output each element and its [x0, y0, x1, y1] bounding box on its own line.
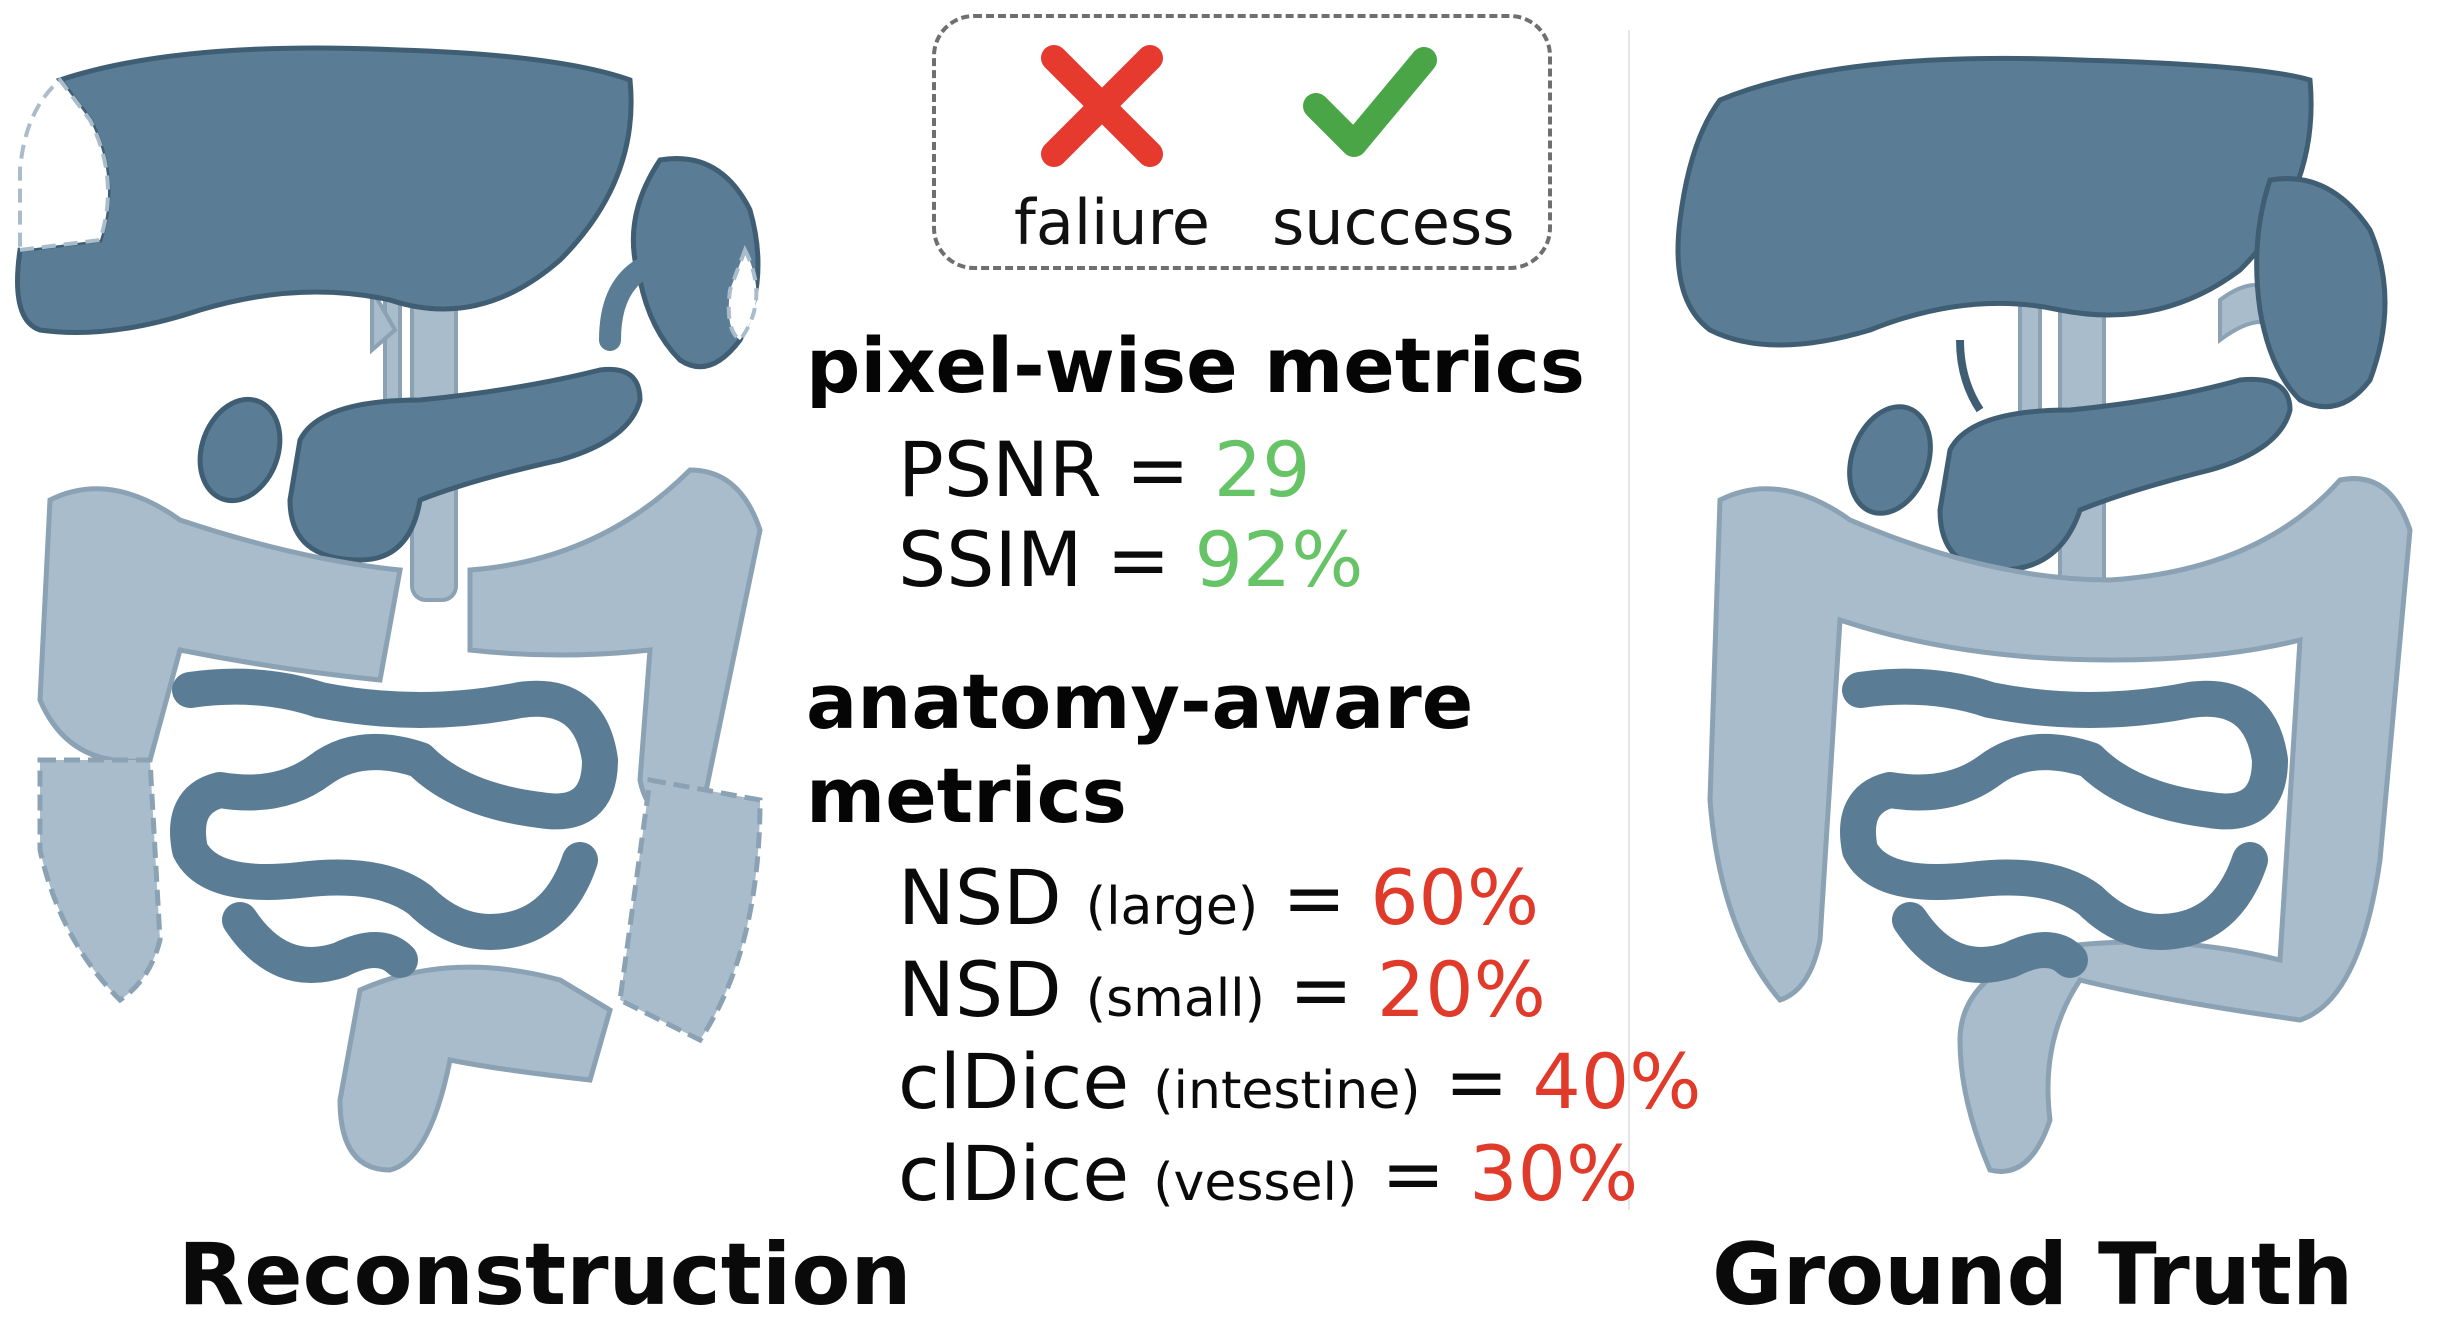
- cross-icon: [1041, 45, 1163, 167]
- gallbladder: [197, 396, 283, 504]
- reconstruction-caption: Reconstruction: [178, 1225, 912, 1325]
- metric-eq: =: [1289, 945, 1353, 1034]
- legend-box: faliure success: [932, 14, 1552, 270]
- failure-label: faliure: [1014, 186, 1210, 259]
- pancreas: [287, 366, 643, 563]
- psnr-row: PSNR = 29: [898, 432, 1310, 508]
- nsd-small-row: NSD (small) = 20%: [898, 952, 1546, 1028]
- ssim-row: SSIM = 92%: [898, 522, 1363, 598]
- ground-truth-illustration: [1675, 55, 2413, 1174]
- psnr-value: 29: [1213, 425, 1311, 514]
- cldice-vessel-row: clDice (vessel) = 30%: [898, 1136, 1638, 1212]
- liver: [1675, 55, 2314, 348]
- metric-eq: =: [1381, 1129, 1446, 1218]
- psnr-label: PSNR =: [898, 425, 1190, 514]
- cldice-vessel-value: 30%: [1469, 1129, 1639, 1218]
- divider: [1628, 30, 1630, 1210]
- success-label: success: [1272, 186, 1515, 259]
- ssim-label: SSIM =: [898, 515, 1171, 604]
- cldice-intestine-row: clDice (intestine) = 40%: [898, 1044, 1701, 1120]
- nsd-small-value: 20%: [1376, 945, 1546, 1034]
- small-intestine: [1840, 668, 2288, 983]
- cldice-intestine-value: 40%: [1532, 1037, 1702, 1126]
- nsd-large-row: NSD (large) = 60%: [898, 860, 1539, 936]
- metric-name: clDice: [898, 1037, 1130, 1126]
- large-intestine: [37, 467, 763, 1173]
- large-intestine: [1707, 476, 2413, 1174]
- nsd-large-value: 60%: [1370, 853, 1540, 942]
- pixel-metrics-heading: pixel-wise metrics: [806, 321, 1585, 410]
- kidney: [2254, 176, 2388, 410]
- ground-truth-caption: Ground Truth: [1712, 1225, 2354, 1325]
- pancreas: [1937, 376, 2293, 573]
- liver: [15, 45, 634, 335]
- metric-name: NSD: [898, 853, 1062, 942]
- metric-name: clDice: [898, 1129, 1130, 1218]
- metric-name: NSD: [898, 945, 1062, 1034]
- anatomy-metrics-heading-line2: metrics: [806, 751, 1127, 840]
- gallbladder: [1847, 404, 1933, 516]
- metric-qualifier: (large): [1085, 877, 1259, 937]
- metric-qualifier: (small): [1085, 969, 1265, 1029]
- metric-qualifier: (intestine): [1153, 1061, 1421, 1121]
- reconstruction-illustration: [15, 45, 763, 1173]
- metric-qualifier: (vessel): [1153, 1153, 1358, 1213]
- metric-eq: =: [1282, 853, 1347, 942]
- ssim-value: 92%: [1194, 515, 1364, 604]
- kidney: [630, 156, 761, 370]
- check-icon: [1303, 47, 1437, 157]
- small-intestine: [170, 668, 618, 983]
- metric-eq: =: [1444, 1037, 1509, 1126]
- anatomy-metrics-heading-line1: anatomy-aware: [806, 657, 1474, 746]
